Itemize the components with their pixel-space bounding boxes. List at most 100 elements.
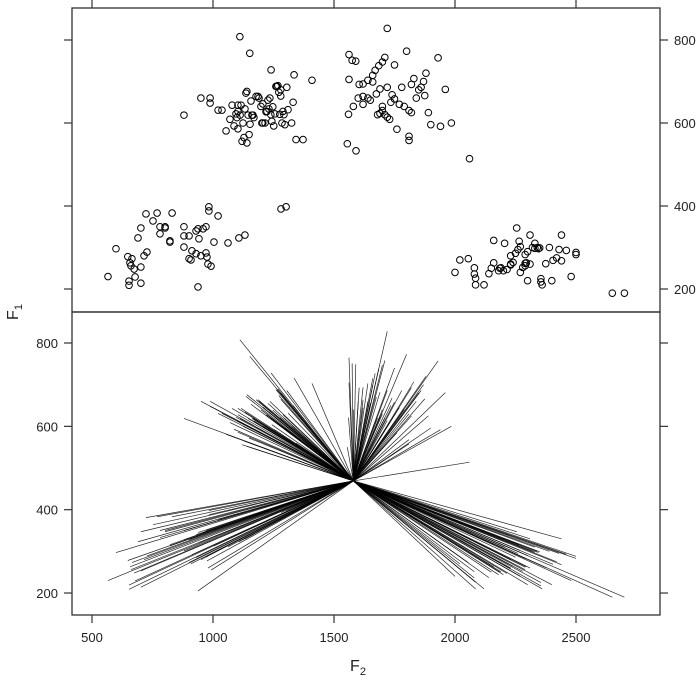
data-point [250,113,258,122]
data-point [518,263,527,272]
y-tick-label: 200 [674,282,696,297]
segment [197,480,354,592]
segment [353,480,577,557]
data-point [534,244,543,253]
data-point [149,217,157,225]
segment [311,383,354,482]
data-point [400,102,408,111]
data-point [555,245,563,254]
segment [353,392,446,482]
segment [353,480,554,565]
data-point [526,231,534,239]
segment [353,439,410,482]
data-point [390,95,399,103]
data-point [203,253,211,261]
data-point [397,83,406,92]
data-point [345,75,353,84]
data-point [351,57,360,65]
data-point [376,109,384,118]
segment [353,392,381,482]
data-point [236,32,244,41]
data-point [608,289,617,297]
data-point [214,106,222,114]
data-point [405,136,413,145]
data-point [427,120,435,129]
data-point [279,107,287,116]
data-point [364,76,372,85]
data-point [410,74,418,83]
data-point [557,256,566,265]
segment [353,420,388,482]
data-point [267,66,275,74]
segment [195,480,354,558]
data-point [235,234,243,242]
segment [264,426,354,482]
data-point [266,94,274,102]
data-point [352,147,360,155]
data-point [192,249,200,258]
data-point [194,283,202,291]
data-point [259,119,267,127]
segment [293,377,354,482]
data-point [276,86,285,94]
segment [353,443,410,482]
data-point [419,77,428,86]
data-point [523,276,532,285]
data-point [368,78,377,86]
data-point [143,248,151,256]
data-point [470,270,479,278]
data-point [268,117,276,126]
data-point [218,106,226,114]
segment [246,446,354,482]
data-point [388,90,396,99]
data-point [280,110,288,119]
data-point [137,224,145,232]
data-point [355,80,363,89]
data-point [125,277,133,285]
data-point [134,234,142,242]
data-point [366,96,375,104]
segment [353,409,383,482]
x-tick-label: 500 [81,630,103,645]
data-point [153,209,161,217]
data-point [202,249,210,257]
data-point [207,262,215,270]
data-point [206,94,214,102]
data-point [364,94,372,102]
data-point [197,94,205,102]
y-tick-label: 400 [674,199,696,214]
data-point [557,231,566,239]
data-point [567,272,575,281]
segment [242,426,354,482]
data-point [434,54,442,62]
data-point [284,105,292,114]
segment [217,480,354,521]
segment [353,387,364,481]
data-point [548,276,556,285]
data-point [205,203,213,211]
data-point [471,281,480,289]
bottom-x-ticks: 500 1000 1500 2000 2500 [81,615,590,645]
data-point [412,94,421,102]
data-point [506,252,515,260]
data-point [299,135,307,144]
data-point [420,91,429,100]
data-point [241,105,249,113]
data-point [205,207,213,215]
data-point [378,58,387,66]
data-point [522,259,531,267]
y-tick-label: 800 [674,33,696,48]
segment [243,440,354,482]
data-point [378,102,387,111]
data-point [259,100,267,108]
segment [353,381,415,482]
data-point [226,115,234,124]
star-segments [107,331,625,598]
y-axis-title: F1 [5,304,25,320]
segment [207,480,354,569]
y-axis-title-sub: 1 [13,304,25,310]
segment [292,405,354,482]
data-point [246,120,254,129]
segment [353,480,552,585]
data-point [538,281,546,289]
